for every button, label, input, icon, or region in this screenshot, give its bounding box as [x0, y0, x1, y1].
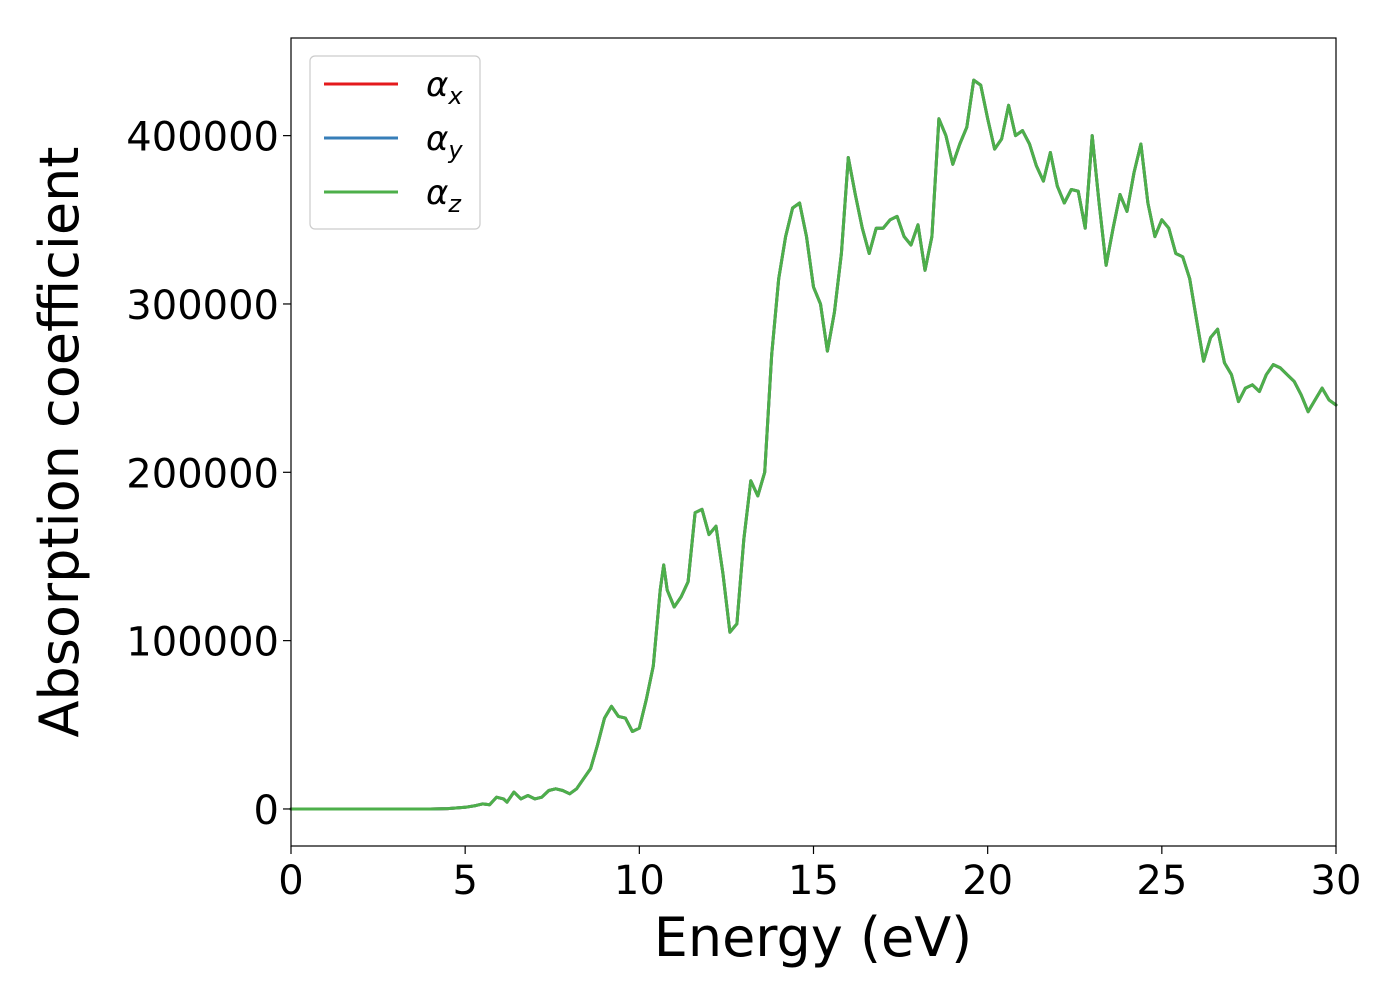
y-tick-label: 300000 — [126, 283, 279, 329]
x-tick-label: 25 — [1136, 858, 1187, 904]
y-axis-ticks: 0 100000 200000 300000 400000 — [126, 115, 291, 834]
x-tick-label: 5 — [452, 858, 477, 904]
x-tick-label: 30 — [1311, 858, 1362, 904]
legend-label: αx — [426, 65, 463, 110]
series-line-3 — [289, 78, 1338, 811]
legend-box — [309, 55, 481, 230]
x-tick-label: 20 — [962, 858, 1013, 904]
x-axis-ticks: 0 5 10 15 20 25 30 — [278, 846, 1361, 904]
y-axis-title: Absorption coefficient — [28, 147, 91, 738]
y-tick-label: 0 — [254, 788, 279, 834]
x-axis-title: Energy (eV) — [654, 906, 973, 969]
x-tick-label: 0 — [278, 858, 303, 904]
y-tick-label: 200000 — [126, 451, 279, 497]
x-tick-label: 10 — [614, 858, 665, 904]
x-tick-label: 15 — [788, 858, 839, 904]
y-tick-label: 100000 — [126, 620, 279, 666]
y-tick-label: 400000 — [126, 115, 279, 161]
series-layer — [289, 78, 1338, 811]
legend-label: αy — [426, 119, 463, 164]
